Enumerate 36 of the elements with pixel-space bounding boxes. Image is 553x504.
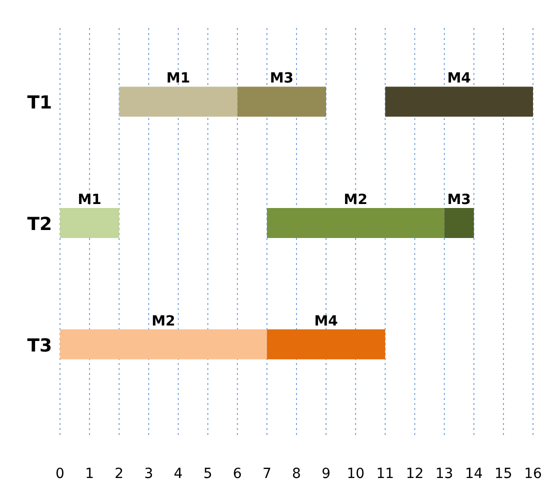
bar: [266, 329, 386, 360]
x-tick-label: 6: [232, 466, 242, 482]
x-tick-label: 1: [85, 466, 94, 482]
bar: [385, 86, 533, 117]
x-tick-label: 10: [346, 466, 365, 482]
data-label: M2: [152, 313, 176, 330]
x-tick-label: 9: [322, 466, 331, 482]
x-tick-label: 0: [56, 466, 64, 482]
x-tick-label: 4: [174, 466, 183, 482]
bar: [237, 86, 326, 117]
bar: [266, 208, 444, 238]
bar: [444, 208, 474, 238]
data-label: M2: [344, 192, 368, 208]
y-tick-label: T2: [27, 214, 52, 235]
x-tick-label: 16: [524, 466, 542, 482]
bar: [60, 329, 267, 360]
y-tick-label: T3: [27, 335, 52, 356]
x-tick-label: 14: [464, 466, 483, 482]
x-tick-label: 12: [406, 466, 424, 482]
x-tick-label: 7: [262, 466, 272, 482]
x-tick-label: 11: [376, 466, 394, 482]
data-label: M1: [166, 70, 190, 87]
x-tick-label: 3: [144, 466, 154, 482]
bar: [60, 208, 120, 238]
data-label: M3: [447, 192, 471, 208]
bar: [119, 86, 238, 117]
x-tick-label: 5: [203, 466, 212, 482]
x-tick-label: 15: [494, 466, 512, 482]
x-tick-label: 13: [435, 466, 454, 482]
data-label: M4: [447, 70, 472, 87]
x-tick-label: 2: [114, 466, 124, 482]
data-label: M3: [270, 70, 294, 87]
y-tick-label: T1: [27, 92, 52, 114]
x-tick-label: 8: [292, 466, 301, 482]
data-label: M1: [78, 192, 102, 208]
data-label: M4: [314, 313, 338, 330]
